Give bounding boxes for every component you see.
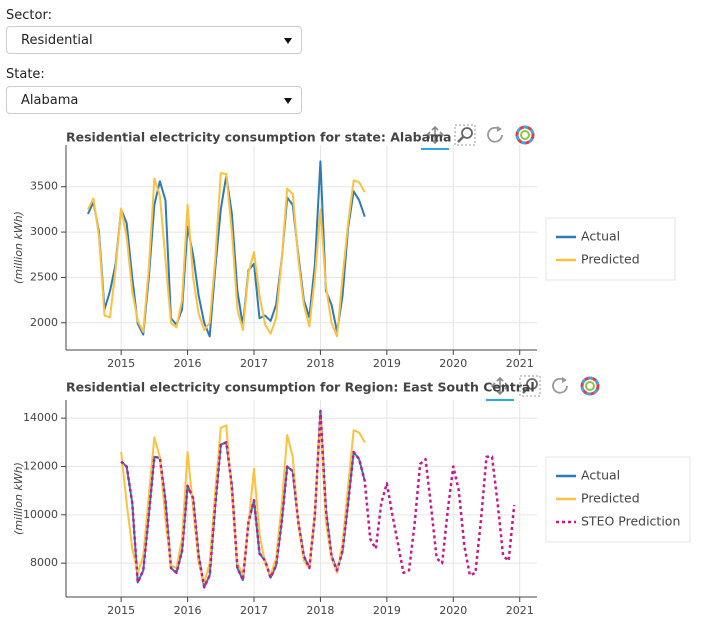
pan-tool[interactable] <box>425 125 445 145</box>
y-tick-label: 3000 <box>30 225 58 238</box>
chart-title: Residential electricity consumption for … <box>66 380 535 395</box>
series-line <box>87 172 366 338</box>
y-tick-label: 12000 <box>23 459 58 472</box>
toolbar <box>486 375 600 401</box>
y-tick-label: 2500 <box>30 270 58 283</box>
reset-tool[interactable] <box>552 377 568 394</box>
legend-label: Actual <box>581 468 620 483</box>
x-tick-label: 2019 <box>373 604 401 617</box>
legend-box <box>545 217 676 281</box>
x-tick-label: 2015 <box>107 604 135 617</box>
y-tick-label: 2000 <box>30 316 58 329</box>
x-tick-label: 2021 <box>506 604 534 617</box>
sector-select[interactable]: Residential <box>6 26 302 54</box>
state-label: State: <box>6 67 45 82</box>
series-line <box>120 409 516 589</box>
x-tick-label: 2020 <box>439 604 467 617</box>
x-tick-label: 2018 <box>306 357 334 370</box>
zoom-tool[interactable] <box>519 375 541 397</box>
state-select[interactable]: Alabama <box>6 86 302 114</box>
x-tick-label: 2017 <box>240 604 268 617</box>
zoom-tool[interactable] <box>454 124 476 146</box>
dropdown-arrow <box>284 98 292 104</box>
legend-label: Predicted <box>581 491 640 506</box>
sector-value: Residential <box>21 33 93 48</box>
y-tick-label: 8000 <box>30 556 58 569</box>
x-tick-label: 2017 <box>240 357 268 370</box>
y-axis-label: (million kWh) <box>12 462 25 535</box>
chart-title: Residential electricity consumption for … <box>66 130 451 145</box>
dropdown-arrow <box>284 38 292 44</box>
x-tick-label: 2020 <box>439 357 467 370</box>
toolbar <box>421 124 535 150</box>
x-tick-label: 2016 <box>174 604 202 617</box>
x-tick-label: 2015 <box>107 357 135 370</box>
legend-label: STEO Prediction <box>581 514 680 529</box>
y-tick-label: 3500 <box>30 180 58 193</box>
bokeh-logo[interactable] <box>515 125 535 145</box>
sector-label: Sector: <box>6 8 52 23</box>
state-value: Alabama <box>21 93 79 108</box>
x-tick-label: 2019 <box>373 357 401 370</box>
pan-tool[interactable] <box>490 376 510 396</box>
reset-tool[interactable] <box>487 126 503 143</box>
x-tick-label: 2021 <box>506 357 534 370</box>
y-tick-label: 10000 <box>23 508 58 521</box>
y-axis-label: (million kWh) <box>12 211 25 284</box>
series-line <box>120 419 366 584</box>
bokeh-logo[interactable] <box>580 376 600 396</box>
legend-label: Actual <box>581 229 620 244</box>
legend-label: Predicted <box>581 252 640 267</box>
series-line <box>120 409 366 589</box>
x-tick-label: 2018 <box>306 604 334 617</box>
y-tick-label: 14000 <box>23 411 58 424</box>
x-tick-label: 2016 <box>174 357 202 370</box>
